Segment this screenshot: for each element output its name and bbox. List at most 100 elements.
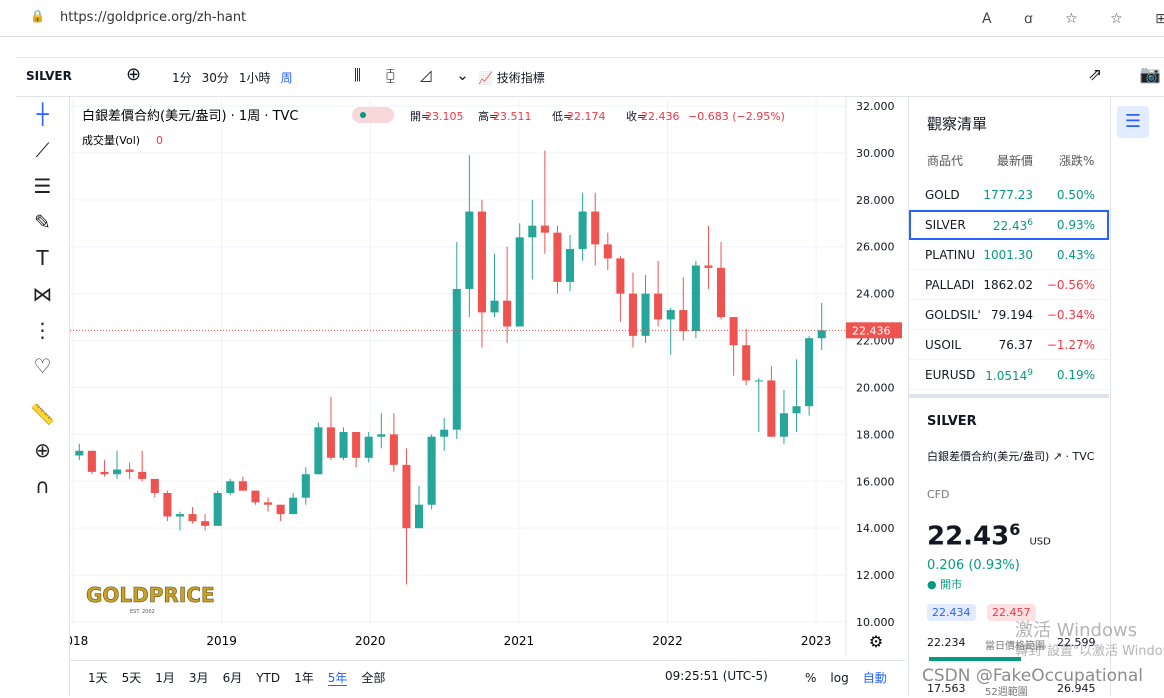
price-small: 6 <box>1009 520 1021 539</box>
tool[interactable]: ☰ <box>33 174 52 198</box>
y-tick-label: 30.000 <box>856 147 895 160</box>
range[interactable]: 3月 <box>188 671 209 685</box>
tool[interactable]: T <box>36 246 49 270</box>
watchlist-row[interactable]: GOLDSIL' 79.194 −0.34% <box>909 300 1109 330</box>
watchlist-price: 1777.23 <box>983 188 1033 202</box>
candle-body <box>465 211 474 289</box>
toolbar-right-icons[interactable]: ⇗ 📷 <box>1088 65 1161 85</box>
price-main: 76.37 <box>998 338 1033 352</box>
candle-body <box>402 464 411 529</box>
browser-bar: 🔒 https://goldprice.org/zh-hant A ꭤ ☆ ☆ … <box>0 0 1164 37</box>
y-tick-label: 12.000 <box>856 569 895 582</box>
day-high: 22.599 <box>1057 636 1096 649</box>
watchlist-price: 1862.02 <box>983 278 1033 292</box>
scale-option[interactable]: 自動 <box>862 671 887 685</box>
ohlc-value: 22.174 <box>567 110 606 123</box>
range[interactable]: 1年 <box>294 671 314 685</box>
range[interactable]: 6月 <box>222 671 243 685</box>
divider <box>909 394 1109 398</box>
candle-body <box>679 310 688 332</box>
price-small: 6 <box>1027 218 1033 228</box>
candle-body <box>125 469 134 472</box>
price-main: 1001.30 <box>983 248 1033 262</box>
scale-option[interactable]: log <box>830 671 849 685</box>
week-high: 26.945 <box>1057 682 1096 695</box>
candle-body <box>792 406 801 414</box>
watchlist-price: 79.194 <box>991 308 1033 322</box>
tool[interactable]: ┼ <box>36 102 49 126</box>
watchlist-icon[interactable]: ☰ <box>1117 106 1149 138</box>
lock-icon: 🔒 <box>30 9 45 23</box>
price-main: 22.43 <box>992 219 1028 233</box>
change: −0.683 (−2.95%) <box>688 110 785 123</box>
tool[interactable]: ✎ <box>34 210 51 234</box>
candle-body <box>566 249 575 282</box>
range[interactable]: 1天 <box>88 671 108 685</box>
chart-type-icons[interactable]: ⫼ ⧮ ◿ ⌄ <box>354 66 479 84</box>
week-low: 17.563 <box>927 682 966 695</box>
url[interactable]: https://goldprice.org/zh-hant <box>60 10 247 25</box>
watchlist-row[interactable]: EURUSD 1.05149 0.19% <box>909 360 1109 390</box>
candle-body <box>276 504 285 515</box>
candle-body <box>654 293 663 320</box>
interval[interactable]: 30分 <box>201 71 229 85</box>
candle-body <box>452 288 461 430</box>
tool[interactable]: ⋮ <box>32 318 53 342</box>
add-symbol[interactable]: ⊕ <box>126 64 142 85</box>
symbol[interactable]: SILVER <box>26 69 72 83</box>
watermark: 轉到"設置"以激活 Windows <box>1015 644 1164 659</box>
interval[interactable]: 1小時 <box>238 71 271 85</box>
detail-kind: CFD <box>927 488 950 501</box>
watchlist-row[interactable]: PLATINU 1001.30 0.43% <box>909 240 1109 270</box>
watchlist-change: 0.50% <box>1056 188 1095 202</box>
range[interactable]: 1月 <box>155 671 175 685</box>
price-main: 79.194 <box>991 308 1033 322</box>
day-label: 當日價格範圍 <box>985 641 1045 652</box>
scale-option[interactable]: % <box>805 671 817 685</box>
candle-body <box>100 471 109 475</box>
range[interactable]: YTD <box>256 671 281 685</box>
watchlist-header-cell: 漲跌% <box>1059 154 1095 168</box>
interval[interactable]: 1分 <box>172 71 192 85</box>
range[interactable]: 全部 <box>361 671 386 685</box>
tool[interactable]: ⟋ <box>35 138 50 162</box>
detail-status: ● 開市 <box>927 578 963 591</box>
watchlist-symbol: PLATINU <box>925 248 976 262</box>
price-main: 1777.23 <box>983 188 1033 202</box>
watchlist-row[interactable]: PALLADI 1862.02 −0.56% <box>909 270 1109 300</box>
scale-options: % log 自動 <box>805 669 901 686</box>
tool[interactable]: ⊕ <box>34 438 51 462</box>
candle-body <box>251 490 260 503</box>
watchlist-title: 觀察清單 <box>927 115 988 133</box>
candle-body <box>163 493 172 517</box>
candle-body <box>364 436 373 458</box>
y-tick-label: 10.000 <box>856 616 895 629</box>
tool[interactable]: ∩ <box>35 474 50 498</box>
indicators[interactable]: 📈 技術指標 <box>478 71 545 85</box>
watchlist-row[interactable]: GOLD 1777.23 0.50% <box>909 180 1109 210</box>
tool[interactable]: ♡ <box>33 354 52 378</box>
range[interactable]: 5天 <box>121 671 142 685</box>
tool[interactable]: ⋈ <box>32 282 53 306</box>
side-icons: ☰ <box>1110 96 1164 696</box>
watermark: 激活 Windows <box>1015 620 1138 641</box>
settings-icon: ⚙ <box>869 632 883 651</box>
watchlist-header-cell: 最新價 <box>997 154 1034 168</box>
watchlist-row[interactable]: SILVER 22.436 0.93% <box>909 210 1109 240</box>
week-label: 52週範圍 <box>985 687 1028 698</box>
candle-body <box>754 380 763 382</box>
range[interactable]: 5年 <box>327 671 348 686</box>
price-small: 9 <box>1027 368 1033 378</box>
candle-body <box>175 514 184 517</box>
candle-body <box>591 211 600 245</box>
candle-body <box>779 413 788 437</box>
candle-body <box>415 504 424 529</box>
watchlist-row[interactable]: USOIL 76.37 −1.27% <box>909 330 1109 360</box>
bottom-bar: 1天 5天 1月 3月 6月 YTD 1年 5年 全部 09:25:51 (UTC-5) % lo… <box>70 660 906 691</box>
candle-body <box>339 432 348 458</box>
x-tick-label: 2022 <box>652 634 683 648</box>
interval[interactable]: 周 <box>280 71 293 85</box>
y-tick-label: 16.000 <box>856 475 895 488</box>
tool[interactable]: 📏 <box>30 402 55 426</box>
